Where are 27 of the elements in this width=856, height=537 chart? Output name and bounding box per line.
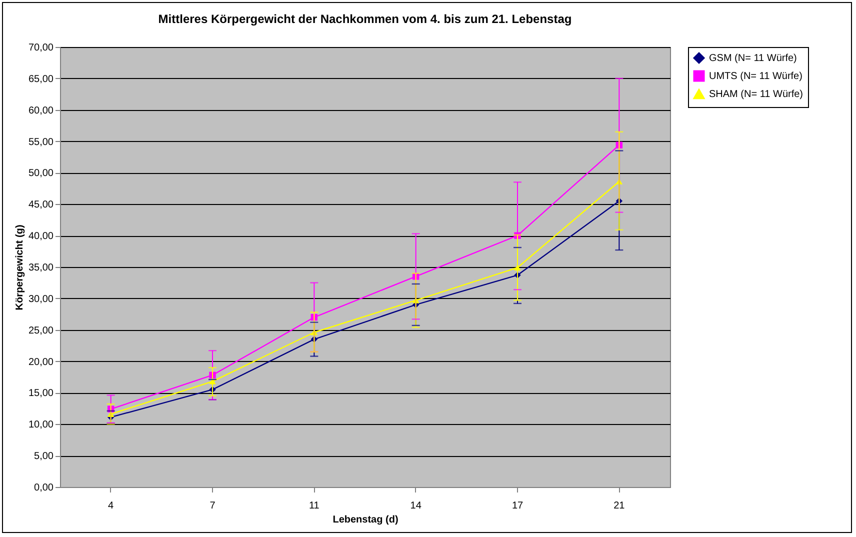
y-tick-label: 20,00 xyxy=(28,356,54,368)
y-tick-label: 0,00 xyxy=(34,482,54,494)
y-tick-label: 40,00 xyxy=(28,231,54,242)
y-axis-title: Körpergewicht (g) xyxy=(14,224,26,310)
x-tick-label: 21 xyxy=(614,500,626,512)
y-tick-label: 50,00 xyxy=(28,168,54,180)
legend-label: UMTS (N= 11 Würfe) xyxy=(709,71,802,82)
legend-label: SHAM (N= 11 Würfe) xyxy=(709,89,803,100)
x-tick-label: 17 xyxy=(512,500,524,512)
x-tick-label: 7 xyxy=(210,500,216,512)
x-tick-label: 4 xyxy=(108,500,114,512)
y-tick-label: 55,00 xyxy=(28,136,54,148)
x-tick-label: 11 xyxy=(308,500,320,512)
x-axis-title: Lebenstag (d) xyxy=(332,514,398,526)
x-tick-label: 14 xyxy=(410,500,422,512)
y-tick-label: 45,00 xyxy=(28,200,54,211)
y-tick-label: 10,00 xyxy=(28,420,54,431)
legend-label: GSM (N= 11 Würfe) xyxy=(709,53,797,64)
y-tick-label: 35,00 xyxy=(28,262,54,274)
chart-title: Mittleres Körpergewicht der Nachkommen vom 4. bis zum 21. Lebenstag xyxy=(158,12,572,26)
y-tick-label: 65,00 xyxy=(28,74,54,85)
y-tick-label: 60,00 xyxy=(28,105,54,116)
y-tick-label: 15,00 xyxy=(28,388,54,400)
y-tick-label: 25,00 xyxy=(28,325,54,336)
y-tick-label: 70,00 xyxy=(28,42,54,54)
y-tick-label: 5,00 xyxy=(34,451,54,462)
y-tick-label: 30,00 xyxy=(28,294,54,305)
